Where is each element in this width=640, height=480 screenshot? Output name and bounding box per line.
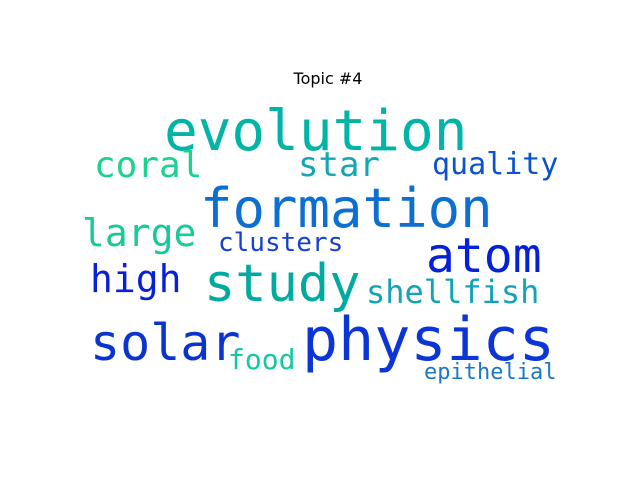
word-study: study — [204, 254, 361, 314]
word-star: star — [298, 145, 380, 185]
word-atom: atom — [426, 228, 542, 284]
word-physics: physics — [302, 305, 555, 375]
word-evolution: evolution — [164, 99, 468, 164]
word-clusters: clusters — [218, 228, 344, 258]
word-cloud: evolution formation study physics atom s… — [80, 96, 576, 392]
word-large: large — [82, 211, 197, 255]
word-coral: coral — [94, 145, 203, 186]
word-epithelial: epithelial — [424, 360, 557, 385]
figure-title: Topic #4 — [293, 69, 363, 88]
word-solar: solar — [90, 314, 241, 372]
word-high: high — [90, 257, 182, 301]
word-food: food — [228, 343, 296, 376]
word-quality: quality — [432, 147, 559, 182]
word-shellfish: shellfish — [366, 273, 540, 311]
word-formation: formation — [200, 177, 493, 240]
